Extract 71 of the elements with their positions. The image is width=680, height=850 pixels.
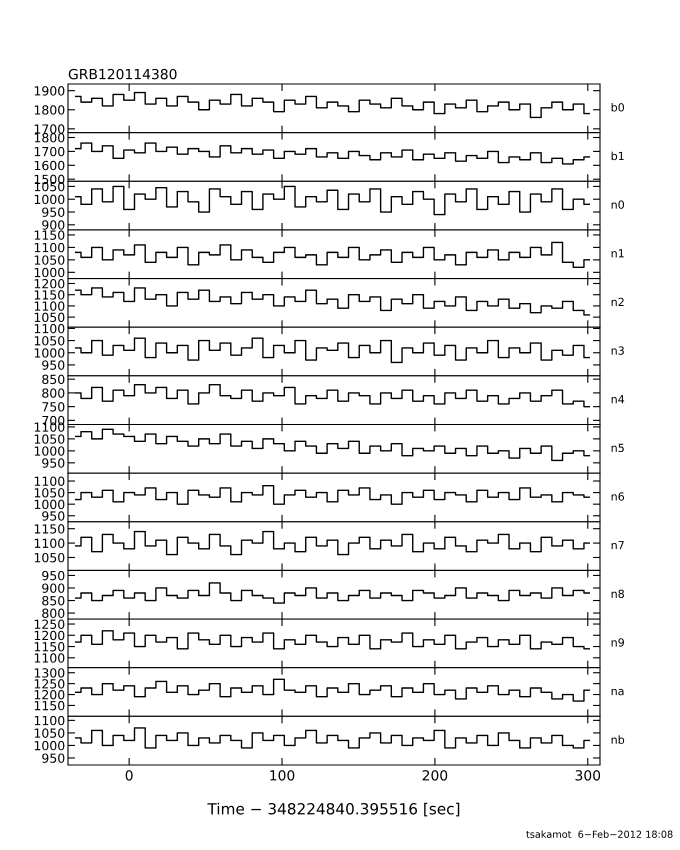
y2-axis-title: n4: [612, 395, 624, 404]
y-tick-label: 1150: [34, 290, 64, 300]
y-tick-label: 1300: [34, 668, 64, 678]
y-tick-label: 950: [42, 458, 64, 468]
y-tick-label: 1150: [34, 700, 64, 710]
y-tick-label: 1000: [34, 268, 64, 278]
y2-axis-title: b1: [612, 152, 624, 160]
y-tick-label: 950: [42, 570, 64, 580]
y-tick-label: 1700: [34, 124, 64, 134]
text: tsakamot 6−Feb−2012 18:08: [526, 830, 673, 838]
y2-axis-title: n7: [612, 541, 624, 550]
y2-axis-title: na: [612, 688, 624, 696]
y2-axis-title: n1: [612, 249, 624, 258]
y-tick-label: 950: [42, 207, 64, 217]
y-tick-label: 1700: [34, 146, 64, 156]
y-tick-label: 1200: [34, 630, 64, 640]
x-tick-label: 100: [270, 770, 294, 781]
y-tick-label: 1100: [34, 716, 64, 726]
y-tick-label: 1200: [34, 690, 64, 700]
y-tick-label: 1000: [34, 500, 64, 510]
y-tick-label: 1150: [34, 524, 64, 534]
y-tick-label: 1100: [34, 324, 64, 334]
y-tick-label: 1600: [34, 160, 64, 170]
y2-axis-title: n5: [612, 444, 624, 452]
y-tick-label: 850: [42, 374, 64, 384]
y-tick-label: 1100: [34, 476, 64, 486]
y-tick-label: 800: [42, 608, 64, 618]
y-tick-label: 900: [42, 583, 64, 593]
y-tick-label: 900: [42, 220, 64, 230]
y-tick-label: 1050: [34, 434, 64, 444]
y2-axis-title: n3: [612, 346, 624, 355]
y-tick-label: 1050: [34, 336, 64, 346]
y2-axis-title: n6: [612, 492, 624, 501]
y2-axis-title: nb: [612, 735, 624, 744]
y-tick-label: 1150: [34, 642, 64, 652]
y-tick-label: 1800: [34, 105, 64, 115]
y-tick-label: 1000: [34, 740, 64, 750]
y-tick-label: 1000: [34, 446, 64, 456]
y2-axis-title: n2: [612, 298, 624, 306]
y2-axis-title: b0: [612, 102, 624, 112]
y-tick-label: 850: [42, 596, 64, 606]
y-tick-label: 1100: [34, 653, 64, 663]
y-tick-label: 1050: [34, 488, 64, 498]
y2-axis-title: n0: [612, 200, 624, 209]
y-tick-label: 1050: [34, 728, 64, 738]
y-tick-label: 1250: [34, 679, 64, 689]
x-tick-label: 200: [422, 770, 448, 781]
y-tick-label: 1100: [34, 242, 64, 252]
y-tick-label: 1100: [34, 301, 64, 311]
y-tick-label: 950: [42, 360, 64, 370]
chart-title: GRB120114380: [68, 68, 177, 80]
y-tick-label: 950: [42, 753, 64, 763]
y-tick-label: 1050: [34, 552, 64, 562]
y-tick-label: 750: [42, 402, 64, 412]
y2-axis-title: n9: [612, 638, 624, 647]
y-tick-label: 1100: [34, 538, 64, 548]
y-tick-label: 1000: [34, 348, 64, 358]
y-tick-label: 1150: [34, 230, 64, 240]
y-tick-label: 1250: [34, 619, 64, 629]
y-tick-label: 1050: [34, 255, 64, 265]
x-tick-label: 0: [126, 770, 133, 781]
y-tick-label: 800: [42, 388, 64, 398]
y-tick-label: 1800: [34, 132, 64, 142]
x-tick-label: 300: [576, 770, 600, 781]
y-tick-label: 1000: [34, 194, 64, 204]
y-tick-label: 1900: [34, 86, 64, 96]
y-tick-label: 1050: [34, 312, 64, 322]
y-tick-label: 1200: [34, 278, 64, 288]
y2-axis-title: n8: [612, 590, 624, 598]
x-axis-title: Time − 348224840.395516 [sec]: [207, 802, 460, 816]
y-tick-label: 950: [42, 511, 64, 521]
